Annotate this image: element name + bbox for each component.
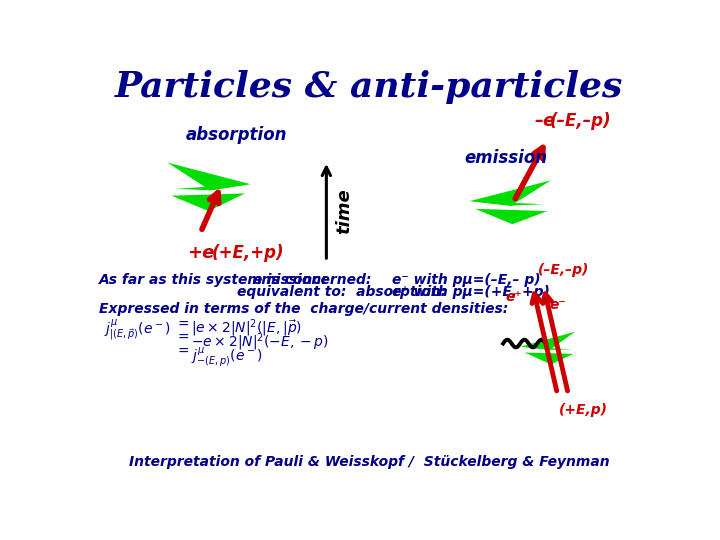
Text: (–E,–p): (–E,–p) bbox=[538, 262, 590, 276]
Text: emission: emission bbox=[464, 149, 547, 167]
Polygon shape bbox=[171, 193, 245, 211]
Polygon shape bbox=[521, 332, 575, 350]
Text: e⁺ with pμ=(+E, +p): e⁺ with pμ=(+E, +p) bbox=[392, 285, 550, 299]
Text: =: = bbox=[178, 345, 189, 359]
Text: $j^\mu_{|(E,\vec{p})}(e^-)$: $j^\mu_{|(E,\vec{p})}(e^-)$ bbox=[104, 318, 171, 343]
Text: +e: +e bbox=[187, 244, 215, 262]
Text: Particles & anti-particles: Particles & anti-particles bbox=[114, 70, 624, 104]
Text: Interpretation of Pauli & Weisskopf /  Stückelberg & Feynman: Interpretation of Pauli & Weisskopf / St… bbox=[129, 455, 609, 469]
Polygon shape bbox=[168, 163, 251, 190]
Polygon shape bbox=[469, 180, 551, 206]
Text: As far as this system is concerned:: As far as this system is concerned: bbox=[99, 273, 373, 287]
Text: –e: –e bbox=[534, 112, 555, 130]
Text: =: = bbox=[178, 331, 189, 345]
Polygon shape bbox=[175, 184, 251, 190]
Text: time: time bbox=[335, 188, 353, 234]
Text: emission:: emission: bbox=[253, 273, 328, 287]
Text: (–E,–p): (–E,–p) bbox=[549, 112, 611, 130]
Text: e⁻: e⁻ bbox=[549, 298, 567, 312]
Text: equivalent to:  absorption:: equivalent to: absorption: bbox=[238, 285, 446, 299]
Polygon shape bbox=[475, 209, 547, 224]
Text: Expressed in terms of the  charge/current densities:: Expressed in terms of the charge/current… bbox=[99, 302, 508, 316]
Polygon shape bbox=[521, 347, 572, 350]
Text: (+E,+p): (+E,+p) bbox=[212, 244, 284, 262]
Text: $j^\mu_{-(E,p)}(e^-)$: $j^\mu_{-(E,p)}(e^-)$ bbox=[191, 345, 263, 369]
Text: $|e \times 2|N|^2(|E, |\vec{p})$: $|e \times 2|N|^2(|E, |\vec{p})$ bbox=[191, 318, 302, 339]
Text: e⁻ with pμ=(–E,– p): e⁻ with pμ=(–E,– p) bbox=[392, 273, 541, 287]
Polygon shape bbox=[469, 201, 544, 206]
Text: (+E,p): (+E,p) bbox=[559, 403, 608, 417]
Text: $-e \times 2|N|^2(-E,-p)$: $-e \times 2|N|^2(-E,-p)$ bbox=[191, 331, 328, 353]
Text: e⁺: e⁺ bbox=[505, 291, 523, 305]
Text: absorption: absorption bbox=[185, 126, 287, 144]
Text: =: = bbox=[178, 318, 189, 332]
Polygon shape bbox=[525, 353, 573, 364]
